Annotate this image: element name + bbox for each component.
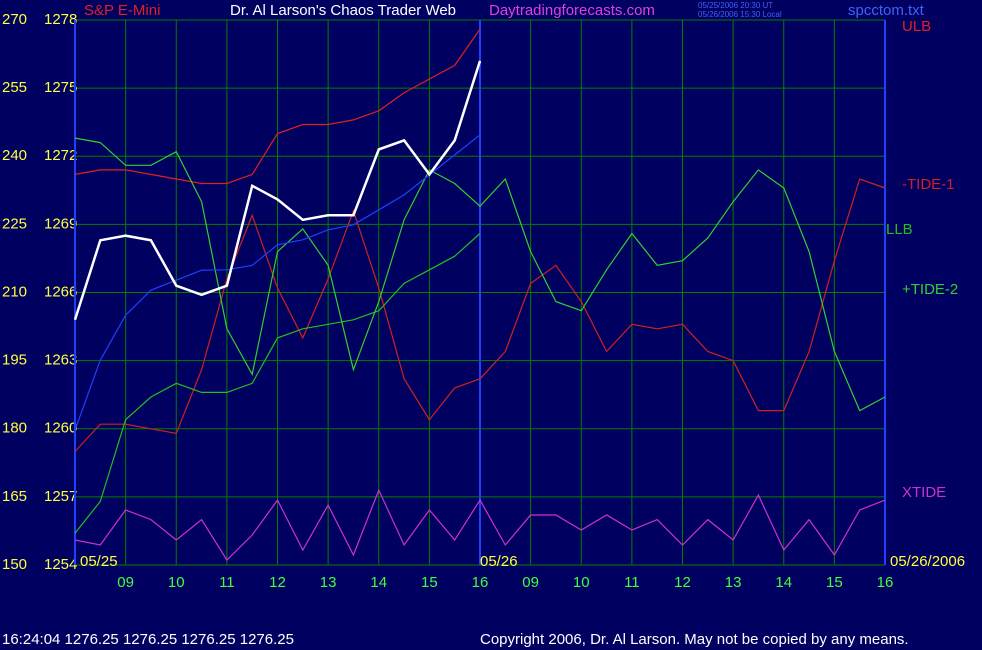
y-tick-label: 165 (2, 488, 27, 505)
series-line (73, 60, 482, 321)
stamp: 05/26/2006 15:30 Local (698, 10, 782, 19)
x-tick-label: 11 (624, 574, 640, 591)
status: 16:24:04 1276.25 1276.25 1276.25 1276.25 (2, 631, 294, 648)
y2-tick-label: 1254 (44, 556, 77, 573)
y2-tick-label: 1278 (44, 11, 77, 28)
y-tick-label: 210 (2, 283, 27, 300)
legend-label: LLB (886, 221, 913, 238)
y-tick-label: 180 (2, 420, 27, 437)
legend-label: ULB (902, 18, 931, 35)
file-name: spcctom.txt (848, 2, 925, 19)
series-line (74, 233, 481, 534)
date-label: 05/25 (80, 553, 118, 570)
series-line (74, 137, 886, 412)
x-tick-label: 16 (877, 574, 894, 591)
x-tick-label: 15 (826, 574, 843, 591)
y2-tick-label: 1266 (44, 283, 77, 300)
x-tick-label: 15 (421, 574, 438, 591)
x-tick-label: 14 (775, 574, 792, 591)
y2-tick-label: 1257 (44, 488, 77, 505)
y2-tick-label: 1272 (44, 147, 77, 164)
legend-label: +TIDE-2 (902, 281, 958, 298)
y2-tick-label: 1275 (44, 79, 77, 96)
site: Daytradingforecasts.com (489, 2, 655, 19)
y-tick-label: 255 (2, 79, 27, 96)
date-label: 05/26 (480, 553, 518, 570)
legend-label: -TIDE-1 (902, 176, 955, 193)
x-tick-label: 09 (522, 574, 539, 591)
y-tick-label: 240 (2, 147, 27, 164)
x-tick-label: 12 (674, 574, 691, 591)
chart-title: Dr. Al Larson's Chaos Trader Web (230, 2, 456, 19)
y-tick-label: 195 (2, 352, 27, 369)
y-tick-label: 150 (2, 556, 27, 573)
y2-tick-label: 1260 (44, 420, 77, 437)
date-label: 05/26/2006 (890, 553, 965, 570)
copyright: Copyright 2006, Dr. Al Larson. May not b… (480, 631, 909, 648)
y2-tick-label: 1269 (44, 215, 77, 232)
legend-label: XTIDE (902, 484, 946, 501)
x-tick-label: 12 (269, 574, 286, 591)
y-tick-label: 225 (2, 215, 27, 232)
x-tick-label: 16 (472, 574, 489, 591)
x-tick-label: 09 (117, 574, 134, 591)
x-tick-label: 10 (168, 574, 185, 591)
x-tick-label: 13 (725, 574, 742, 591)
y2-tick-label: 1263 (44, 352, 77, 369)
y-tick-label: 270 (2, 11, 27, 28)
x-tick-label: 13 (320, 574, 337, 591)
series-line (74, 488, 886, 561)
x-tick-label: 14 (370, 574, 387, 591)
series-line (74, 134, 481, 431)
header: S&P E-Mini (84, 2, 160, 19)
x-tick-label: 11 (219, 574, 235, 591)
stamp: 05/25/2006 20:30 UT (698, 1, 773, 10)
x-tick-label: 10 (573, 574, 590, 591)
series-line (74, 178, 886, 452)
series-line (74, 28, 481, 185)
